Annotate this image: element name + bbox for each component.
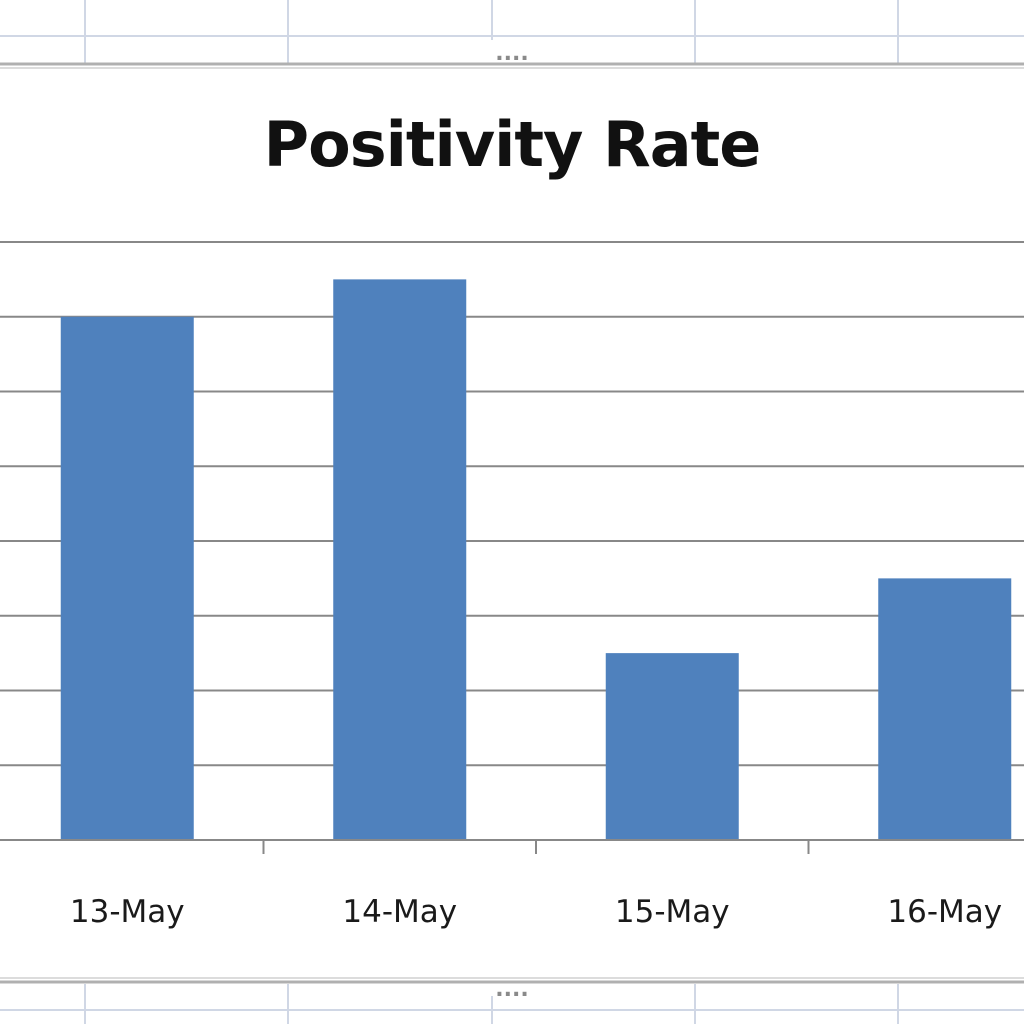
- bar-16-may[interactable]: [878, 578, 1012, 840]
- chart-title: Positivity Rate: [263, 108, 762, 181]
- sheet-grid-bottom: [0, 984, 1024, 1024]
- bars: [60, 279, 1012, 840]
- x-axis: [0, 839, 1024, 854]
- resize-handle-icon[interactable]: ....: [495, 977, 528, 1002]
- x-tick-label: 14-May: [342, 894, 457, 930]
- x-tick-labels: 13-May 14-May 15-May 16-May: [70, 894, 1002, 930]
- x-tick-label: 15-May: [615, 894, 730, 930]
- resize-handle-icon[interactable]: ....: [495, 41, 528, 66]
- bar-14-may[interactable]: [333, 279, 467, 840]
- bar-15-may[interactable]: [605, 653, 739, 840]
- x-tick-label: 13-May: [70, 894, 185, 930]
- bar-13-may[interactable]: [60, 316, 194, 840]
- x-tick-label: 16-May: [887, 894, 1002, 930]
- sheet-grid-top: [0, 0, 1024, 64]
